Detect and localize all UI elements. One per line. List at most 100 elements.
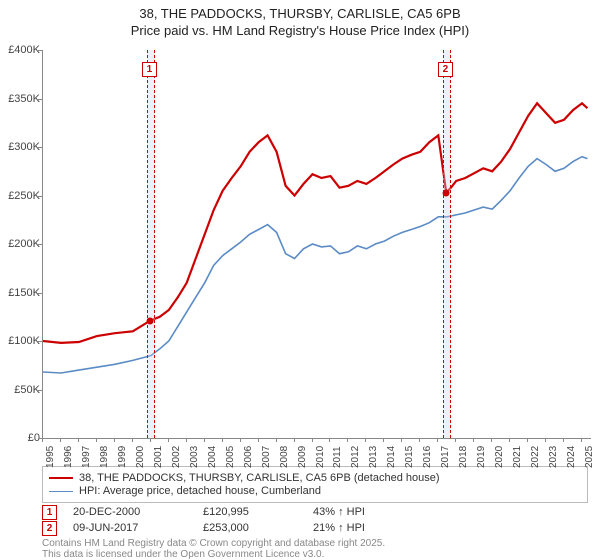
x-tick xyxy=(383,438,384,442)
x-axis-label: 2016 xyxy=(422,446,433,468)
x-axis-label: 2015 xyxy=(404,446,415,468)
title-line-1: 38, THE PADDOCKS, THURSBY, CARLISLE, CA5… xyxy=(139,6,460,21)
event-marker-1: 1 xyxy=(142,62,157,77)
y-tick xyxy=(38,196,42,197)
legend-label: HPI: Average price, detached house, Cumb… xyxy=(79,485,321,497)
x-tick xyxy=(419,438,420,442)
y-axis-label: £400K xyxy=(2,44,40,56)
event-date: 20-DEC-2000 xyxy=(73,506,203,518)
y-axis-label: £200K xyxy=(2,238,40,250)
event-row: 209-JUN-2017£253,00021% ↑ HPI xyxy=(42,520,588,536)
copyright-notice: Contains HM Land Registry data © Crown c… xyxy=(42,538,385,560)
line-hpi xyxy=(43,157,587,373)
x-axis-label: 2017 xyxy=(440,446,451,468)
y-tick xyxy=(38,293,42,294)
x-tick xyxy=(186,438,187,442)
event-band xyxy=(147,50,154,438)
x-axis-label: 2014 xyxy=(386,446,397,468)
x-axis-label: 2021 xyxy=(512,446,523,468)
y-tick xyxy=(38,50,42,51)
x-tick xyxy=(347,438,348,442)
x-tick xyxy=(365,438,366,442)
x-axis-label: 1999 xyxy=(117,446,128,468)
y-axis-label: £150K xyxy=(2,287,40,299)
y-tick xyxy=(38,147,42,148)
x-axis-label: 2010 xyxy=(315,446,326,468)
x-axis-label: 2018 xyxy=(458,446,469,468)
x-axis-label: 1996 xyxy=(63,446,74,468)
x-tick xyxy=(455,438,456,442)
event-row: 120-DEC-2000£120,99543% ↑ HPI xyxy=(42,504,588,520)
x-tick xyxy=(114,438,115,442)
chart-title: 38, THE PADDOCKS, THURSBY, CARLISLE, CA5… xyxy=(0,0,600,40)
x-axis-label: 2001 xyxy=(153,446,164,468)
x-tick xyxy=(204,438,205,442)
x-tick xyxy=(60,438,61,442)
x-tick xyxy=(437,438,438,442)
x-axis-label: 2025 xyxy=(584,446,595,468)
x-axis-label: 2006 xyxy=(243,446,254,468)
x-tick xyxy=(258,438,259,442)
x-tick xyxy=(222,438,223,442)
x-axis-label: 1998 xyxy=(99,446,110,468)
y-axis-label: £350K xyxy=(2,93,40,105)
legend-row: HPI: Average price, detached house, Cumb… xyxy=(49,485,581,497)
x-axis-label: 2008 xyxy=(279,446,290,468)
x-axis-label: 2012 xyxy=(350,446,361,468)
x-tick xyxy=(132,438,133,442)
event-table: 120-DEC-2000£120,99543% ↑ HPI209-JUN-201… xyxy=(42,504,588,536)
x-tick xyxy=(401,438,402,442)
x-axis-label: 2003 xyxy=(189,446,200,468)
x-tick xyxy=(545,438,546,442)
y-axis-label: £0 xyxy=(2,432,40,444)
x-tick xyxy=(96,438,97,442)
x-axis-label: 2024 xyxy=(566,446,577,468)
chart-svg xyxy=(43,50,591,438)
x-tick xyxy=(527,438,528,442)
y-axis-label: £100K xyxy=(2,335,40,347)
y-tick xyxy=(38,390,42,391)
event-band xyxy=(443,50,451,438)
y-tick xyxy=(38,99,42,100)
sale-marker-dot xyxy=(443,189,450,196)
x-tick xyxy=(329,438,330,442)
x-axis-label: 2007 xyxy=(261,446,272,468)
x-tick xyxy=(42,438,43,442)
x-axis-label: 2019 xyxy=(476,446,487,468)
x-axis-label: 2000 xyxy=(135,446,146,468)
x-tick xyxy=(150,438,151,442)
x-tick xyxy=(276,438,277,442)
y-axis-label: £250K xyxy=(2,190,40,202)
x-tick xyxy=(581,438,582,442)
title-line-2: Price paid vs. HM Land Registry's House … xyxy=(131,23,469,38)
x-tick xyxy=(294,438,295,442)
event-marker-2: 2 xyxy=(438,62,453,77)
x-axis-label: 2011 xyxy=(332,446,343,468)
x-axis-label: 2005 xyxy=(225,446,236,468)
event-price: £120,995 xyxy=(203,506,313,518)
y-tick xyxy=(38,341,42,342)
x-axis-label: 1995 xyxy=(45,446,56,468)
x-axis-label: 2009 xyxy=(297,446,308,468)
copyright-line-1: Contains HM Land Registry data © Crown c… xyxy=(42,538,385,549)
x-tick xyxy=(473,438,474,442)
legend-swatch xyxy=(49,477,73,479)
x-tick xyxy=(509,438,510,442)
y-axis-label: £50K xyxy=(2,384,40,396)
x-tick xyxy=(491,438,492,442)
event-hpi-delta: 43% ↑ HPI xyxy=(313,506,365,518)
chart-container: 38, THE PADDOCKS, THURSBY, CARLISLE, CA5… xyxy=(0,0,600,560)
event-price: £253,000 xyxy=(203,522,313,534)
y-tick xyxy=(38,244,42,245)
x-axis-label: 2022 xyxy=(530,446,541,468)
line-price-paid xyxy=(43,103,587,343)
x-tick xyxy=(312,438,313,442)
x-tick xyxy=(240,438,241,442)
x-tick xyxy=(168,438,169,442)
event-date: 09-JUN-2017 xyxy=(73,522,203,534)
copyright-line-2: This data is licensed under the Open Gov… xyxy=(42,549,324,560)
x-axis-label: 2023 xyxy=(548,446,559,468)
x-axis-label: 2004 xyxy=(207,446,218,468)
plot-area xyxy=(42,50,591,439)
x-tick xyxy=(563,438,564,442)
